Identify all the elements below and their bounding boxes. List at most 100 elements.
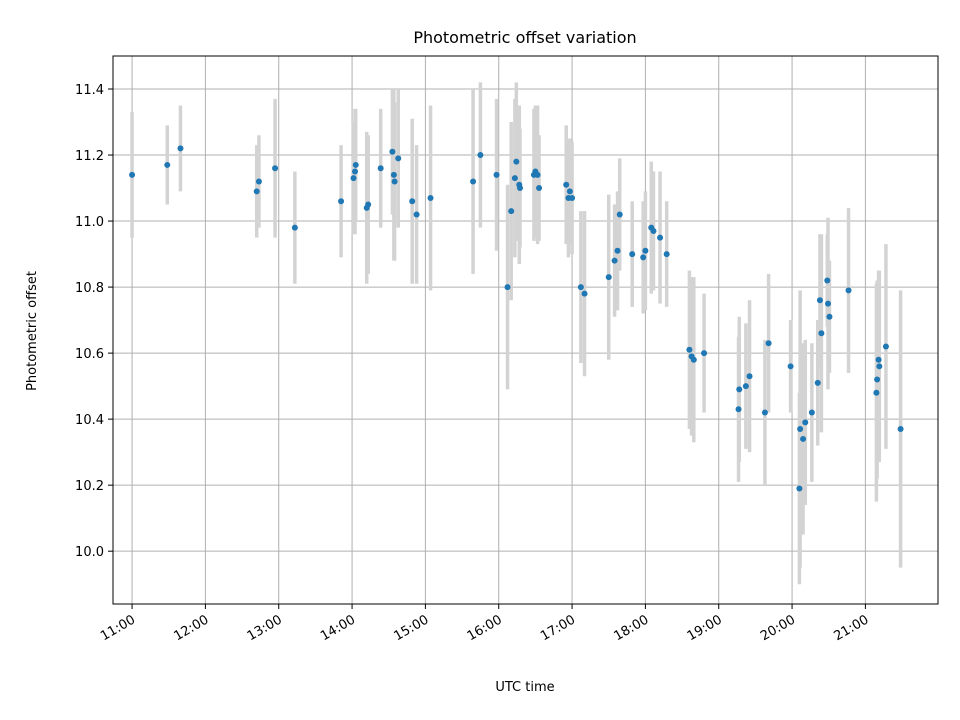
data-point [605, 274, 612, 281]
data-point [534, 171, 541, 178]
y-tick-label: 11.2 [75, 149, 104, 164]
data-point [873, 389, 880, 396]
data-point [477, 152, 484, 159]
data-point [742, 383, 749, 390]
data-point [504, 284, 511, 291]
data-point [389, 148, 396, 155]
data-point [642, 247, 649, 254]
grid-lines [113, 56, 938, 604]
data-point [272, 165, 279, 172]
y-tick-label: 10.2 [75, 479, 104, 494]
data-point [352, 168, 358, 175]
data-points [129, 145, 904, 492]
y-axis-ticks: 10.0 10.2 10.4 10.6 10.8 11.0 11.2 11.4 [75, 83, 113, 560]
x-tick-label: 11:00 [98, 612, 138, 644]
x-tick-label: 14:00 [318, 612, 358, 644]
data-point [614, 247, 621, 254]
x-axis-ticks: 11:00 12:00 13:00 14:00 15:00 16:00 17:00 18:00… [98, 604, 871, 644]
data-point [824, 277, 831, 284]
data-point [390, 171, 397, 178]
data-point [701, 350, 708, 357]
data-point [517, 185, 523, 192]
x-tick-label: 19:00 [685, 612, 725, 644]
y-axis-label: Photometric offset [25, 271, 40, 391]
x-tick-label: 12:00 [171, 612, 211, 644]
data-point [874, 376, 881, 383]
data-point [427, 194, 434, 201]
y-tick-label: 11.0 [75, 215, 104, 230]
x-tick-label: 17:00 [538, 612, 578, 644]
data-point [391, 178, 398, 185]
data-point [409, 198, 416, 205]
data-point [736, 386, 743, 393]
data-point [616, 211, 623, 218]
data-point [352, 161, 359, 168]
plot-frame [112, 55, 939, 605]
data-point [761, 409, 768, 416]
data-point [350, 175, 357, 182]
y-tick-label: 11.4 [75, 83, 104, 98]
data-point [581, 290, 588, 297]
error-bars [130, 82, 903, 585]
data-point [882, 343, 889, 350]
data-point [802, 419, 809, 426]
data-point [876, 363, 883, 370]
data-point [796, 485, 803, 492]
data-point [690, 356, 697, 363]
data-point [255, 178, 262, 185]
data-point [735, 406, 742, 413]
y-tick-label: 10.4 [75, 413, 104, 428]
x-tick-label: 13:00 [245, 612, 285, 644]
x-tick-label: 16:00 [465, 612, 505, 644]
data-point [765, 340, 772, 347]
data-point [825, 300, 831, 307]
data-point [563, 181, 570, 188]
data-point [845, 287, 852, 294]
data-point [611, 257, 618, 264]
data-point [640, 254, 647, 261]
data-point [377, 165, 384, 172]
data-point [253, 188, 260, 195]
data-point [493, 171, 500, 178]
data-point [338, 198, 345, 205]
data-point [508, 208, 515, 215]
x-axis-label: UTC time [495, 680, 554, 695]
data-point [787, 363, 794, 370]
data-point [164, 161, 171, 168]
data-point [365, 201, 372, 208]
y-tick-label: 10.6 [75, 347, 104, 362]
data-point [291, 224, 298, 231]
data-point [816, 297, 823, 304]
data-point [800, 435, 807, 442]
data-point [808, 409, 815, 416]
data-point [814, 379, 821, 386]
data-point [577, 284, 584, 291]
data-point [650, 227, 657, 234]
x-tick-label: 20:00 [758, 612, 798, 644]
data-point [177, 145, 184, 152]
y-tick-label: 10.8 [75, 281, 104, 296]
y-tick-label: 10.0 [75, 545, 104, 560]
data-point [395, 155, 402, 162]
data-point [818, 330, 825, 337]
x-tick-label: 21:00 [831, 612, 871, 644]
data-point [513, 158, 520, 165]
data-point [470, 178, 477, 185]
data-point [797, 426, 804, 433]
data-point [663, 251, 670, 258]
data-point [536, 185, 543, 192]
x-tick-label: 18:00 [611, 612, 651, 644]
data-point [511, 175, 518, 182]
data-point [826, 313, 833, 320]
x-tick-label: 15:00 [391, 612, 431, 644]
data-point [566, 188, 573, 195]
data-point [629, 251, 636, 258]
data-point [657, 234, 664, 241]
chart-title: Photometric offset variation [413, 28, 636, 47]
data-point [746, 373, 753, 380]
data-point [875, 356, 882, 363]
data-point [686, 346, 693, 353]
data-point [569, 194, 576, 201]
data-point [897, 426, 904, 433]
